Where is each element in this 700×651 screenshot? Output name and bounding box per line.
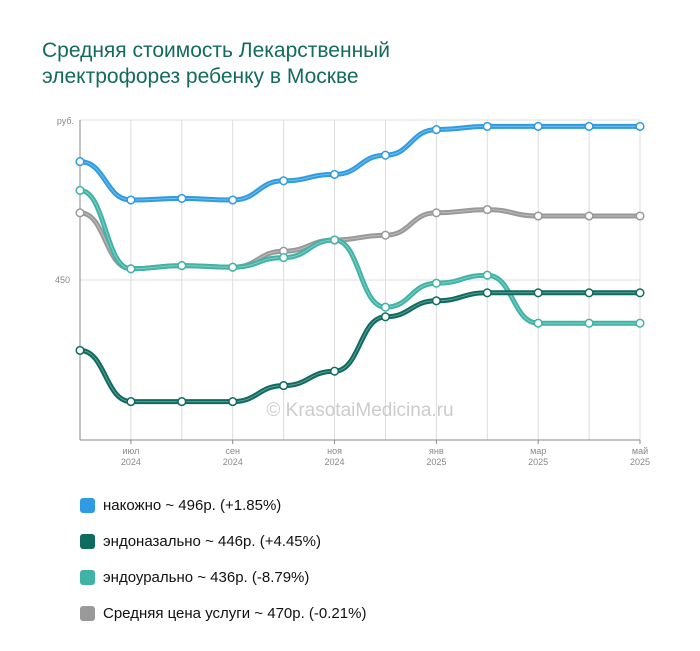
x-tick-label-year: 2025 xyxy=(426,457,446,467)
x-tick-label-month: янв xyxy=(429,446,444,456)
data-point xyxy=(228,397,238,407)
legend-swatch xyxy=(80,533,95,549)
data-point xyxy=(279,253,289,263)
legend-swatch xyxy=(80,569,95,585)
legend-item[interactable]: накожно ~ 496р. (+1.85%) xyxy=(80,487,366,523)
legend-swatch xyxy=(80,605,95,621)
legend-item[interactable]: Средняя цена услуги ~ 470р. (-0.21%) xyxy=(80,595,366,631)
data-point xyxy=(126,195,136,205)
chart-title-line-1: Средняя стоимость Лекарственный xyxy=(42,39,390,62)
x-tick-label-month: июл xyxy=(122,446,139,456)
data-point xyxy=(75,185,85,195)
data-point xyxy=(584,288,594,298)
x-tick-label-month: сен xyxy=(225,446,240,456)
data-point xyxy=(279,381,289,391)
x-tick-label-month: май xyxy=(632,446,648,456)
data-point xyxy=(482,205,492,215)
data-point xyxy=(228,262,238,272)
data-point xyxy=(329,235,340,245)
data-point xyxy=(584,121,594,131)
data-point xyxy=(533,318,543,328)
x-tick-label-year: 2024 xyxy=(223,457,243,467)
legend-item[interactable]: эндоназально ~ 446р. (+4.45%) xyxy=(80,523,366,559)
data-point xyxy=(635,121,645,131)
data-point xyxy=(75,157,85,167)
x-tick-label-year: 2024 xyxy=(121,457,141,467)
data-point xyxy=(75,345,85,355)
data-point xyxy=(584,318,594,328)
data-point xyxy=(380,302,391,312)
chart-title: Средняя стоимость Лекарственный электроф… xyxy=(42,38,642,90)
data-point xyxy=(533,288,543,298)
legend-label: Средняя цена услуги ~ 470р. (-0.21%) xyxy=(103,604,367,622)
x-tick-label-year: 2025 xyxy=(528,457,548,467)
data-point xyxy=(329,169,340,179)
data-point xyxy=(177,193,187,203)
data-point xyxy=(635,288,645,298)
chart-legend: накожно ~ 496р. (+1.85%) эндоназально ~ … xyxy=(80,487,366,631)
data-point xyxy=(431,296,441,306)
x-tick-label-month: мар xyxy=(530,446,546,456)
data-point xyxy=(482,270,492,280)
data-point xyxy=(380,150,391,160)
legend-label: эндоурально ~ 436р. (-8.79%) xyxy=(103,568,310,586)
data-point xyxy=(75,208,85,218)
data-point xyxy=(380,230,391,240)
data-point xyxy=(177,261,187,271)
data-point xyxy=(177,397,187,407)
data-point xyxy=(126,264,136,274)
series-line-highlight xyxy=(79,189,640,324)
y-tick-label: 450 xyxy=(55,275,70,285)
legend-swatch xyxy=(80,497,95,513)
series-line xyxy=(77,290,643,405)
data-point xyxy=(584,211,594,221)
data-point xyxy=(533,211,543,221)
series-line xyxy=(77,207,643,272)
x-tick-label-month: ноя xyxy=(327,446,342,456)
data-point xyxy=(482,121,492,131)
data-point xyxy=(482,288,492,298)
data-point xyxy=(635,318,645,328)
data-point xyxy=(431,208,441,218)
legend-label: эндоназально ~ 446р. (+4.45%) xyxy=(103,532,321,550)
legend-item[interactable]: эндоурально ~ 436р. (-8.79%) xyxy=(80,559,366,595)
data-point xyxy=(279,176,289,186)
data-point xyxy=(533,121,543,131)
data-point xyxy=(228,195,238,205)
x-tick-label-year: 2025 xyxy=(630,457,650,467)
x-tick-label-year: 2024 xyxy=(325,457,345,467)
series-line xyxy=(77,187,643,326)
data-point xyxy=(126,397,136,407)
watermark: © KrasotaiMedicina.ru xyxy=(266,400,453,421)
legend-label: накожно ~ 496р. (+1.85%) xyxy=(103,496,282,514)
data-point xyxy=(431,125,441,135)
data-point xyxy=(431,278,441,288)
data-point xyxy=(329,366,340,376)
series-line xyxy=(77,123,643,203)
data-point xyxy=(635,211,645,221)
y-axis-label: руб. xyxy=(57,116,74,126)
data-point xyxy=(380,312,391,322)
chart-title-line-2: электрофорез ребенку в Москве xyxy=(42,65,359,88)
line-chart: руб.450июл2024сен2024ноя2024янв2025мар20… xyxy=(55,116,650,467)
